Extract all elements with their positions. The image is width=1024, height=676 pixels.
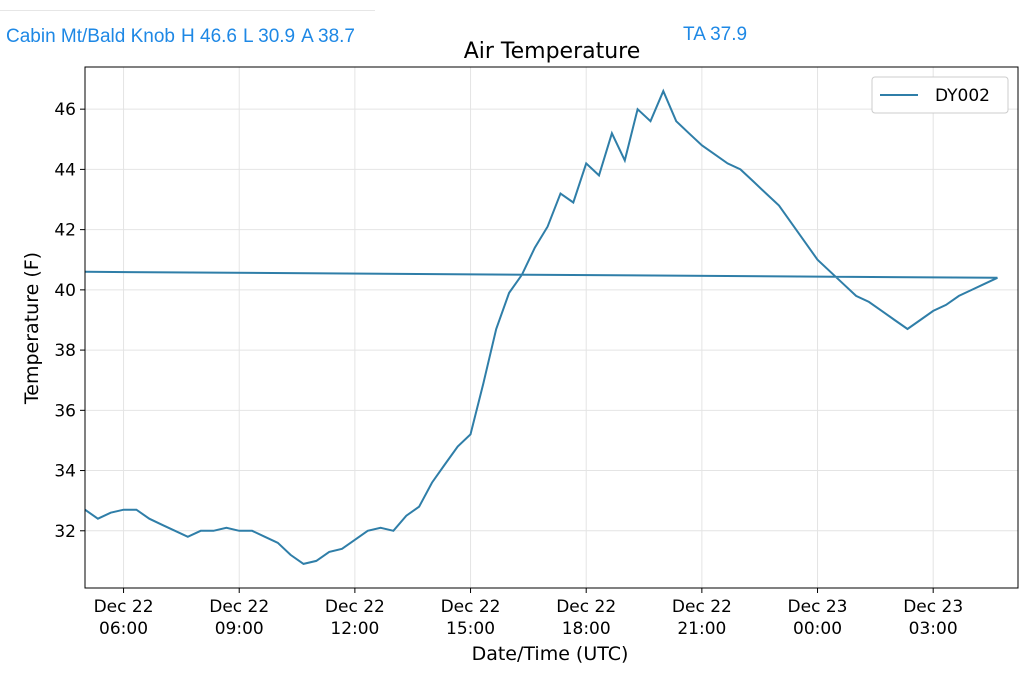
y-axis-title: Temperature (F) [21,252,43,405]
top-divider [0,10,375,11]
legend-label-dy002: DY002 [935,86,990,106]
x-tick-label-time: 00:00 [793,619,842,639]
y-tick-label: 32 [54,522,76,542]
y-axis: 32 34 36 38 40 42 44 46 [54,100,85,542]
x-tick-label-time: 18:00 [562,619,611,639]
y-tick-label: 36 [54,401,76,421]
x-tick-label-date: Dec 22 [94,597,154,617]
y-tick-label: 46 [54,100,76,120]
x-tick-label-date: Dec 22 [556,597,616,617]
station-name: Cabin Mt/Bald Knob [6,26,175,47]
x-tick-label-date: Dec 22 [325,597,385,617]
x-tick-label-time: 09:00 [215,619,264,639]
ta-readout: TA 37.9 [683,24,748,45]
average-value: A 38.7 [301,26,355,47]
plot-frame [84,66,1019,589]
x-tick-label-date: Dec 22 [672,597,732,617]
x-tick-label-time: 06:00 [99,619,148,639]
y-tick-label: 44 [54,160,76,180]
series-line-dy002 [84,88,998,565]
y-tick-label: 38 [54,341,76,361]
y-tick-label: 42 [54,221,76,241]
low-value: L 30.9 [242,26,296,47]
legend-box [871,76,1009,114]
grid [85,67,1018,588]
x-tick-label-time: 21:00 [677,619,726,639]
x-tick-label-date: Dec 23 [903,597,963,617]
high-value: H 46.6 [181,26,237,47]
legend: DY002 [871,76,1009,114]
x-tick-label-date: Dec 22 [209,597,269,617]
x-tick-label-date: Dec 23 [788,597,848,617]
x-axis-title: Date/Time (UTC) [472,643,629,665]
chart-title: Air Temperature [464,39,641,64]
x-tick-label-time: 12:00 [330,619,379,639]
x-tick-label-date: Dec 22 [441,597,501,617]
y-tick-label: 40 [54,281,76,301]
x-tick-label-time: 15:00 [446,619,495,639]
station-summary: Cabin Mt/Bald Knob H 46.6 L 30.9 A 38.7 [6,26,361,48]
x-tick-label-time: 03:00 [909,619,958,639]
y-tick-label: 34 [54,462,76,482]
